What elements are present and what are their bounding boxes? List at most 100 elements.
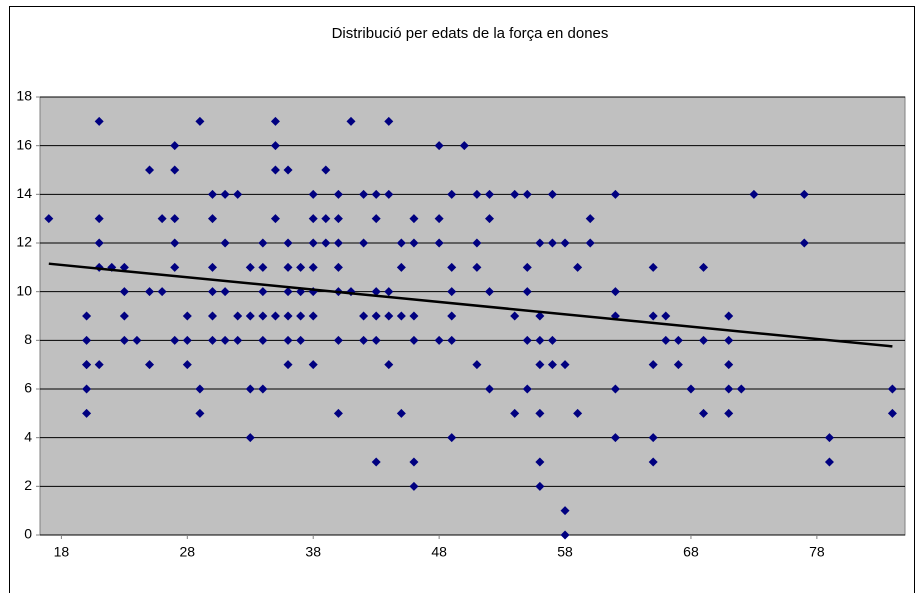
data-point (308, 214, 318, 224)
data-point (207, 311, 217, 321)
data-point (724, 311, 734, 321)
data-point (359, 311, 369, 321)
data-point (799, 189, 809, 199)
data-point (195, 408, 205, 418)
data-point (132, 335, 142, 345)
data-point (749, 189, 759, 199)
data-point (447, 311, 457, 321)
data-point (119, 311, 129, 321)
data-point (157, 214, 167, 224)
data-point (270, 214, 280, 224)
data-point (560, 238, 570, 248)
data-point (396, 238, 406, 248)
data-point (359, 238, 369, 248)
data-point (258, 262, 268, 272)
data-point (547, 360, 557, 370)
data-point (82, 384, 92, 394)
data-point (157, 287, 167, 297)
data-point (270, 165, 280, 175)
data-point (82, 335, 92, 345)
data-point (573, 262, 583, 272)
data-point (409, 214, 419, 224)
trendline (48, 262, 893, 348)
data-point (145, 287, 155, 297)
data-point (333, 214, 343, 224)
data-point (887, 408, 897, 418)
data-point (245, 262, 255, 272)
data-point (824, 457, 834, 467)
data-point (207, 335, 217, 345)
data-point (585, 238, 595, 248)
data-point (220, 287, 230, 297)
data-point (724, 408, 734, 418)
data-point (333, 262, 343, 272)
y-tick-label: 18 (16, 88, 32, 104)
data-point (207, 214, 217, 224)
data-point (535, 408, 545, 418)
data-point (207, 189, 217, 199)
y-tick-label: 12 (16, 234, 32, 250)
data-point (547, 238, 557, 248)
data-point (207, 262, 217, 272)
x-tick-label: 58 (557, 544, 573, 560)
data-point (447, 189, 457, 199)
data-point (220, 335, 230, 345)
data-point (321, 165, 331, 175)
data-point (283, 238, 293, 248)
data-point (724, 360, 734, 370)
data-point (610, 189, 620, 199)
data-point (447, 262, 457, 272)
data-point (119, 335, 129, 345)
data-point (472, 238, 482, 248)
data-point (82, 311, 92, 321)
data-point (484, 384, 494, 394)
data-point (296, 262, 306, 272)
data-point (824, 433, 834, 443)
data-point (522, 262, 532, 272)
data-point (170, 165, 180, 175)
data-point (384, 360, 394, 370)
data-point (170, 214, 180, 224)
data-point (270, 311, 280, 321)
data-point (648, 311, 658, 321)
x-tick-label: 18 (54, 544, 70, 560)
data-point (484, 287, 494, 297)
data-point (308, 238, 318, 248)
data-point (233, 189, 243, 199)
data-point (510, 311, 520, 321)
data-point (308, 262, 318, 272)
data-point (648, 262, 658, 272)
data-point (333, 408, 343, 418)
data-point (535, 238, 545, 248)
y-tick-label: 2 (24, 477, 32, 493)
data-point (145, 165, 155, 175)
data-point (535, 481, 545, 491)
data-point (510, 189, 520, 199)
data-point (447, 433, 457, 443)
data-point (258, 287, 268, 297)
data-point (119, 287, 129, 297)
data-point (283, 311, 293, 321)
data-point (82, 408, 92, 418)
x-tick-label: 28 (180, 544, 196, 560)
data-point (547, 189, 557, 199)
data-point (673, 360, 683, 370)
data-point (686, 384, 696, 394)
data-point (321, 238, 331, 248)
data-point (283, 287, 293, 297)
data-point (207, 287, 217, 297)
data-point (560, 530, 570, 540)
data-point (736, 384, 746, 394)
plot-area (39, 96, 906, 536)
data-point (699, 335, 709, 345)
data-point (522, 189, 532, 199)
data-point (661, 335, 671, 345)
data-point (245, 433, 255, 443)
data-point (396, 408, 406, 418)
y-tick-label: 8 (24, 331, 32, 347)
data-point (522, 335, 532, 345)
data-point (333, 238, 343, 248)
data-point (484, 214, 494, 224)
x-tick-label: 38 (305, 544, 321, 560)
data-point (94, 360, 104, 370)
